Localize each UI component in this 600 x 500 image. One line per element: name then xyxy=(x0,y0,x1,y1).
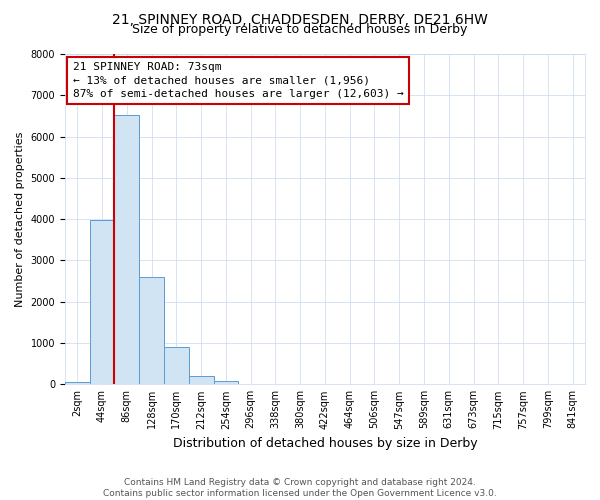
Text: Contains HM Land Registry data © Crown copyright and database right 2024.
Contai: Contains HM Land Registry data © Crown c… xyxy=(103,478,497,498)
Text: 21 SPINNEY ROAD: 73sqm
← 13% of detached houses are smaller (1,956)
87% of semi-: 21 SPINNEY ROAD: 73sqm ← 13% of detached… xyxy=(73,62,403,98)
Bar xyxy=(65,382,89,384)
X-axis label: Distribution of detached houses by size in Derby: Distribution of detached houses by size … xyxy=(173,437,477,450)
Text: Size of property relative to detached houses in Derby: Size of property relative to detached ho… xyxy=(133,22,467,36)
Bar xyxy=(89,220,115,384)
Text: 21, SPINNEY ROAD, CHADDESDEN, DERBY, DE21 6HW: 21, SPINNEY ROAD, CHADDESDEN, DERBY, DE2… xyxy=(112,12,488,26)
Bar xyxy=(189,376,214,384)
Bar xyxy=(214,380,238,384)
Bar xyxy=(164,347,189,385)
Bar xyxy=(139,277,164,384)
Y-axis label: Number of detached properties: Number of detached properties xyxy=(15,132,25,307)
Bar xyxy=(115,114,139,384)
